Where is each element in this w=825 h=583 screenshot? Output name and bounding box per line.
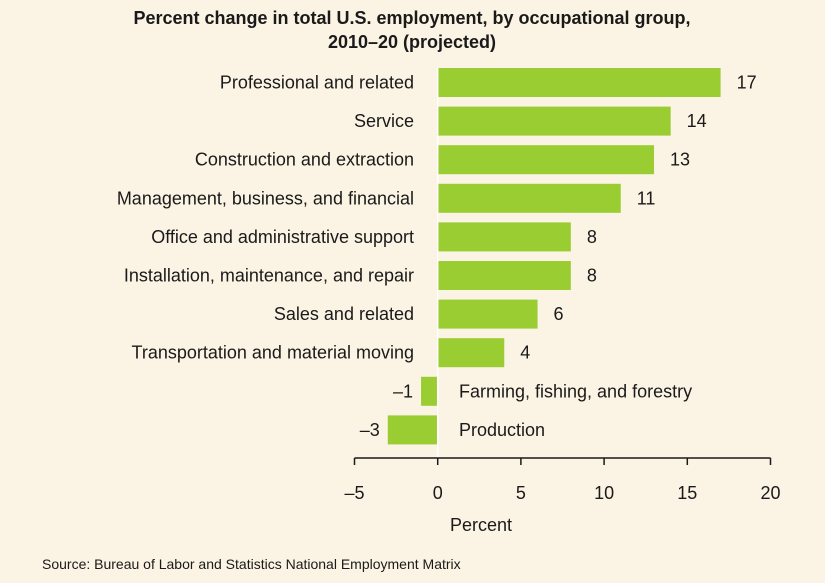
- value-label-8: –1: [393, 381, 413, 401]
- x-axis: –5 0 5 10 15 20: [344, 457, 781, 503]
- value-label-7: 4: [520, 343, 530, 363]
- x-tick-label-1: 0: [433, 483, 443, 503]
- bars-group: Professional and related 17 Service 14 Const…: [117, 68, 757, 458]
- bar-0: [437, 68, 721, 97]
- source-note: Source: Bureau of Labor and Statistics N…: [42, 556, 461, 572]
- bar-9: [387, 415, 438, 445]
- category-label-2: Construction and extraction: [195, 150, 414, 170]
- value-label-3: 11: [637, 188, 656, 208]
- x-tick-label-4: 15: [677, 483, 697, 503]
- chart-title-line-2: 2010–20 (projected): [328, 32, 496, 52]
- bar-6: [437, 299, 538, 329]
- x-axis-label: Percent: [450, 515, 512, 535]
- value-label-1: 14: [687, 111, 707, 131]
- category-label-6: Sales and related: [274, 304, 414, 324]
- bar-1: [437, 106, 671, 136]
- x-tick-label-0: –5: [344, 483, 364, 503]
- bar-7: [437, 338, 505, 368]
- bar-2: [437, 145, 655, 175]
- category-label-1: Service: [354, 111, 414, 131]
- value-label-0: 17: [737, 73, 757, 93]
- bar-8: [421, 376, 438, 406]
- value-label-6: 6: [554, 304, 564, 324]
- category-label-4: Office and administrative support: [151, 227, 414, 247]
- bar-4: [437, 222, 571, 252]
- value-label-2: 13: [670, 150, 690, 170]
- category-label-7: Transportation and material moving: [132, 343, 414, 363]
- bar-3: [437, 183, 621, 213]
- category-label-0: Professional and related: [220, 73, 414, 93]
- category-label-3: Management, business, and financial: [117, 188, 414, 208]
- x-tick-label-2: 5: [516, 483, 526, 503]
- x-tick-label-3: 10: [594, 483, 614, 503]
- x-tick-label-5: 20: [760, 483, 780, 503]
- value-label-9: –3: [360, 420, 380, 440]
- value-label-4: 8: [587, 227, 597, 247]
- bar-5: [437, 261, 571, 290]
- category-label-9: Production: [459, 420, 545, 440]
- category-label-5: Installation, maintenance, and repair: [124, 266, 414, 286]
- chart-title-line-1: Percent change in total U.S. employment,…: [133, 8, 690, 28]
- value-label-5: 8: [587, 266, 597, 286]
- category-label-8: Farming, fishing, and forestry: [459, 381, 692, 401]
